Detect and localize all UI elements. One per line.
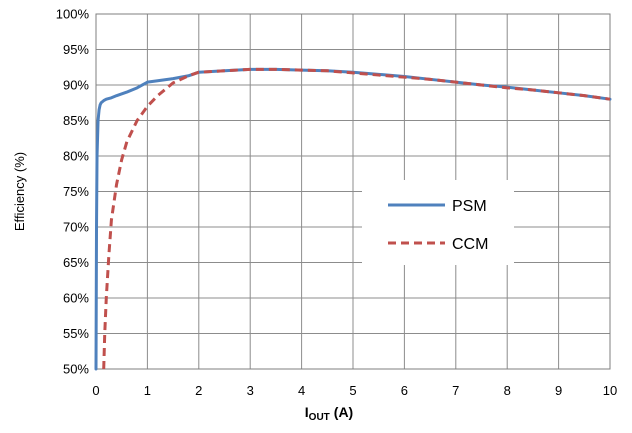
x-tick-label: 0: [92, 383, 99, 398]
x-tick-label: 9: [555, 383, 562, 398]
y-tick-label: 55%: [63, 326, 89, 341]
legend: PSM CCM: [362, 180, 514, 265]
x-tick-label: 10: [603, 383, 617, 398]
x-tick-label: 3: [247, 383, 254, 398]
legend-background: [362, 180, 514, 265]
y-tick-label: 60%: [63, 291, 89, 306]
y-tick-label: 80%: [63, 149, 89, 164]
x-tick-label: 1: [144, 383, 151, 398]
y-tick-label: 75%: [63, 184, 89, 199]
y-tick-label: 65%: [63, 255, 89, 270]
y-tick-label: 95%: [63, 42, 89, 57]
x-tick-label: 8: [504, 383, 511, 398]
y-tick-label: 90%: [63, 78, 89, 93]
y-tick-label: 100%: [56, 7, 90, 22]
x-tick-label: 4: [298, 383, 305, 398]
series-line-ccm: [102, 67, 611, 370]
x-tick-label: 2: [195, 383, 202, 398]
legend-label-ccm: CCM: [452, 236, 488, 253]
y-tick-label: 70%: [63, 220, 89, 235]
y-tick-labels: 50% 55% 60% 65% 70% 75% 80% 85% 90% 95% 100%: [56, 7, 90, 377]
x-axis-label-unit: (A): [334, 404, 353, 420]
legend-label-psm: PSM: [452, 198, 487, 215]
grid-lines: [95, 13, 611, 370]
series-layer: [94, 67, 612, 371]
x-axis-label: IOUT (A): [305, 404, 353, 423]
x-tick-labels: 0 1 2 3 4 5 6 7 8 9 10: [92, 383, 617, 398]
y-tick-label: 50%: [63, 362, 89, 377]
y-tick-label: 85%: [63, 113, 89, 128]
x-axis-label-sub: OUT: [309, 412, 330, 423]
y-axis-label: Efficiency (%): [12, 152, 27, 231]
x-axis-label-main: I: [305, 404, 309, 420]
x-tick-label: 6: [401, 383, 408, 398]
x-tick-label: 5: [349, 383, 356, 398]
x-tick-label: 7: [452, 383, 459, 398]
